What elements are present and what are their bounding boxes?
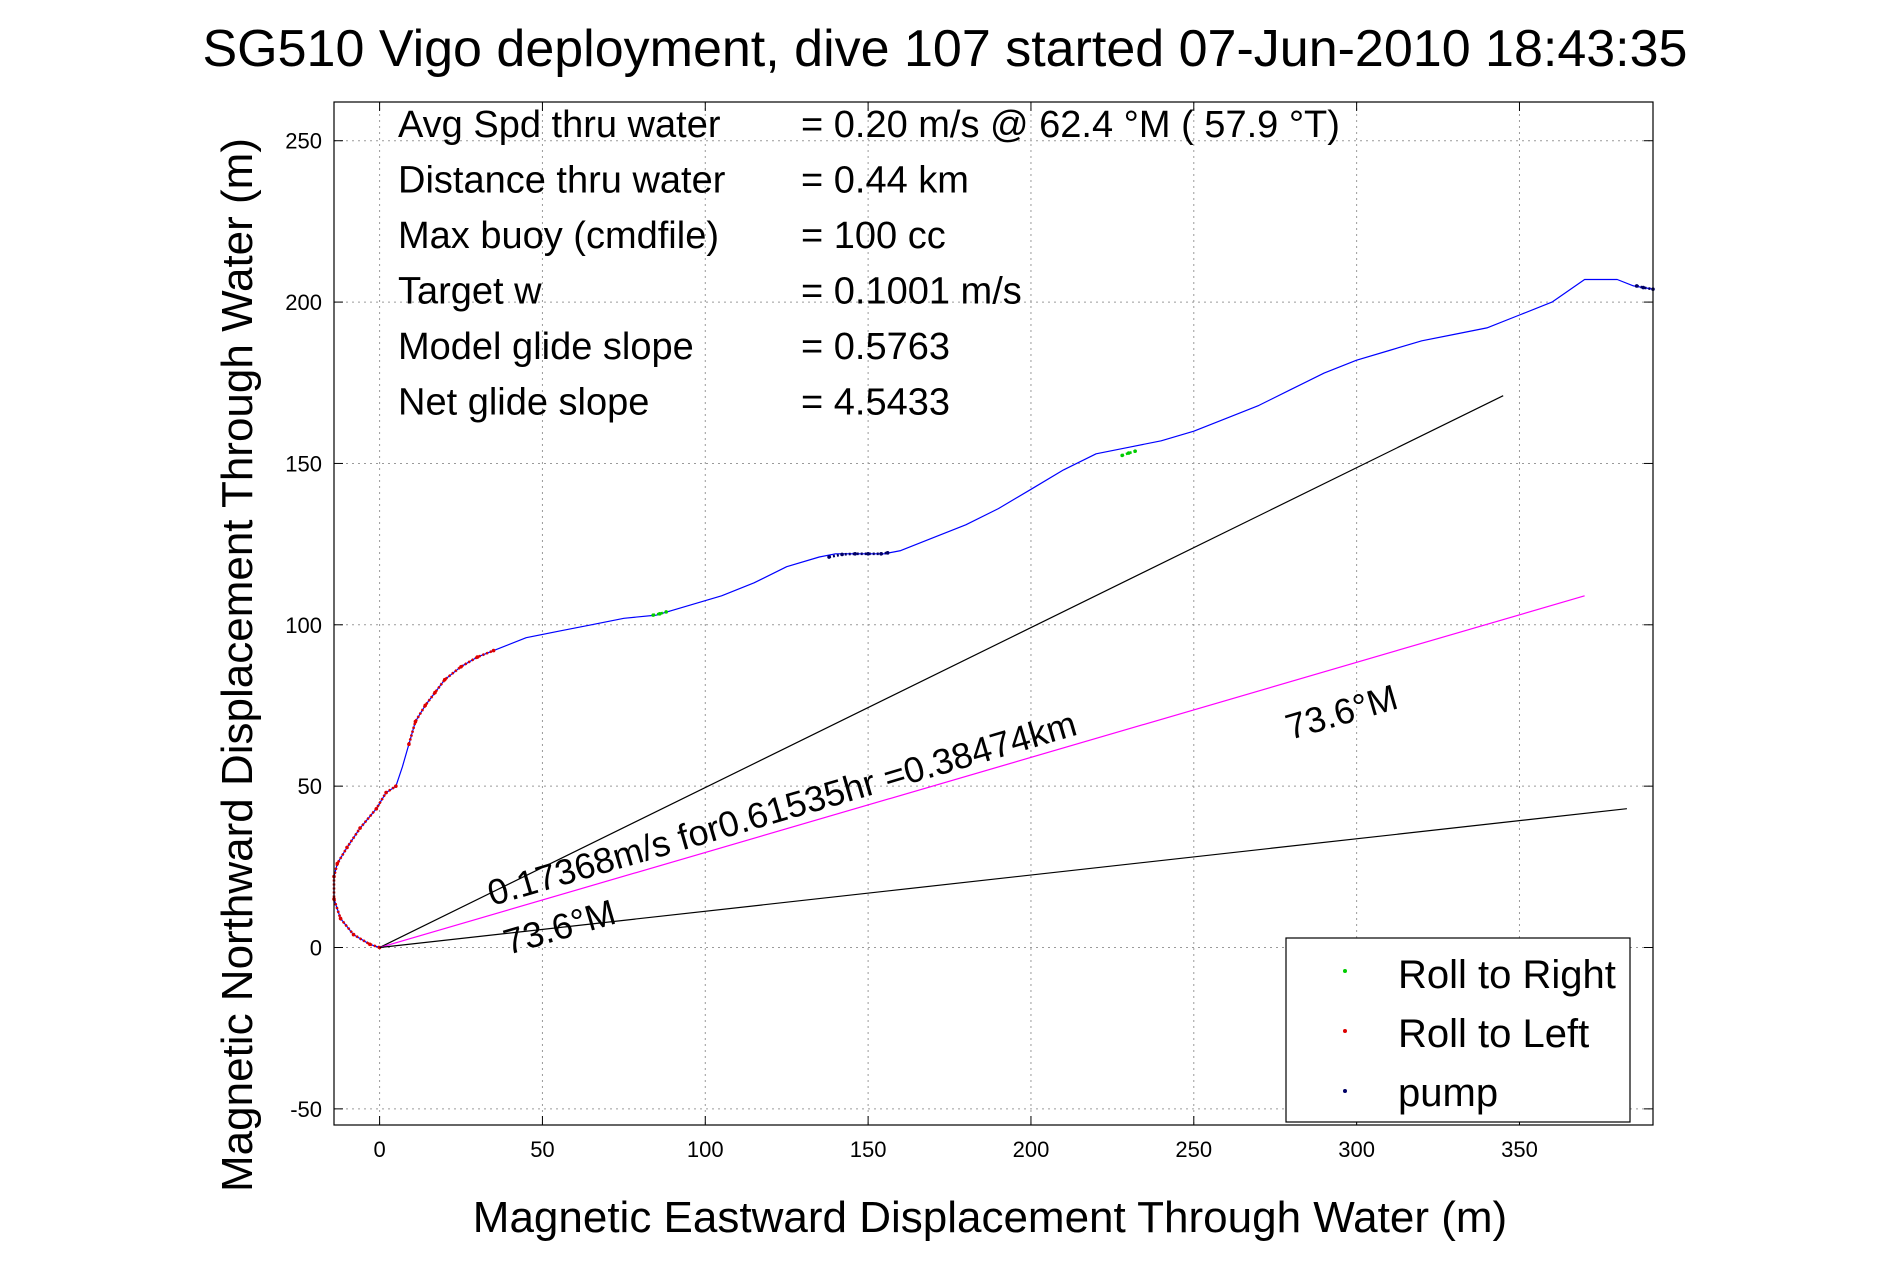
info-block: Avg Spd thru water = 0.20 m/s @ 62.4 °M (… [398,104,1340,424]
y-tick-label: 200 [285,290,322,315]
series-ref-upper [379,395,1504,949]
x-tick-label: 100 [687,1137,724,1162]
info-value: = 0.44 km [801,160,969,202]
point-roll-left [358,826,362,830]
series-pump [1636,284,1654,291]
point-pump [840,552,844,557]
x-tick-label: 300 [1338,1137,1375,1162]
legend-marker-roll-right [1343,969,1347,973]
legend-label-roll-right: Roll to Right [1398,953,1616,997]
x-tick-label: 200 [1013,1137,1050,1162]
data-series [332,278,1655,950]
point-roll-left [374,806,379,811]
x-tick-label: 250 [1175,1137,1212,1162]
point-roll-left [335,861,340,866]
info-value: = 0.20 m/s @ 62.4 °M ( 57.9 °T) [801,104,1340,146]
point-roll-left [368,942,372,947]
legend-marker-roll-left [1343,1029,1347,1033]
info-label: Max buoy (cmdfile) [398,215,719,257]
info-label: Avg Spd thru water [398,104,721,146]
y-tick-label: 250 [285,129,322,154]
series-ref-lower [379,808,1627,949]
info-value: = 4.5433 [801,382,950,424]
legend-marker-pump [1343,1089,1347,1093]
point-roll-left [338,916,343,921]
point-roll-right [1133,449,1137,453]
series-roll-left [332,785,397,949]
point-pump [827,555,831,559]
point-roll-left [384,790,388,795]
y-tick-label: 100 [285,613,322,638]
point-roll-left [442,677,447,682]
point-roll-left [407,742,411,746]
series-net-displacement [379,595,1585,949]
point-pump [879,551,883,556]
point-roll-right [657,612,662,616]
axis-ticks: 0 50 100 150 200 250 300 350 -50 0 50 100 150 200 250 [285,102,1653,1162]
x-tick-label: 50 [530,1137,554,1162]
point-pump [885,551,890,555]
point-roll-right [664,610,668,614]
y-tick-label: 50 [298,774,322,799]
y-axis-label: Magnetic Northward Displacement Through … [213,138,262,1192]
point-roll-left [394,784,398,788]
x-axis-label: Magnetic Eastward Displacement Through W… [473,1193,1507,1242]
x-tick-label: 350 [1501,1137,1538,1162]
point-roll-right [1120,453,1124,458]
point-roll-left [459,664,463,669]
point-roll-left [491,648,496,653]
point-roll-right [651,613,655,617]
legend: Roll to Right Roll to Left pump [1285,937,1631,1123]
info-label: Model glide slope [398,326,694,368]
point-pump [1634,284,1639,288]
plot-frame [333,101,1654,1126]
point-roll-right [1126,451,1131,455]
x-tick-label: 0 [373,1137,385,1162]
point-pump [1641,285,1646,290]
y-tick-label: 150 [285,451,322,476]
legend-label-roll-left: Roll to Left [1398,1012,1589,1056]
point-pump [853,551,857,556]
chart-title: SG510 Vigo deployment, dive 107 started … [203,20,1688,78]
legend-label-pump: pump [1398,1071,1498,1115]
x-tick-label: 150 [850,1137,887,1162]
point-roll-left [351,932,356,937]
point-roll-left [433,690,437,695]
y-tick-label: 0 [310,936,322,961]
info-label: Net glide slope [398,382,649,424]
info-value: = 0.1001 m/s [801,271,1022,313]
info-value: = 0.5763 [801,326,950,368]
point-roll-left [423,703,427,708]
point-roll-left [413,719,418,724]
point-roll-left [475,655,480,659]
info-value: = 100 cc [801,215,946,257]
y-tick-label: -50 [290,1097,322,1122]
info-label: Distance thru water [398,160,726,202]
point-roll-left [345,845,349,850]
point-pump [866,551,870,556]
info-label: Target w [398,271,542,313]
